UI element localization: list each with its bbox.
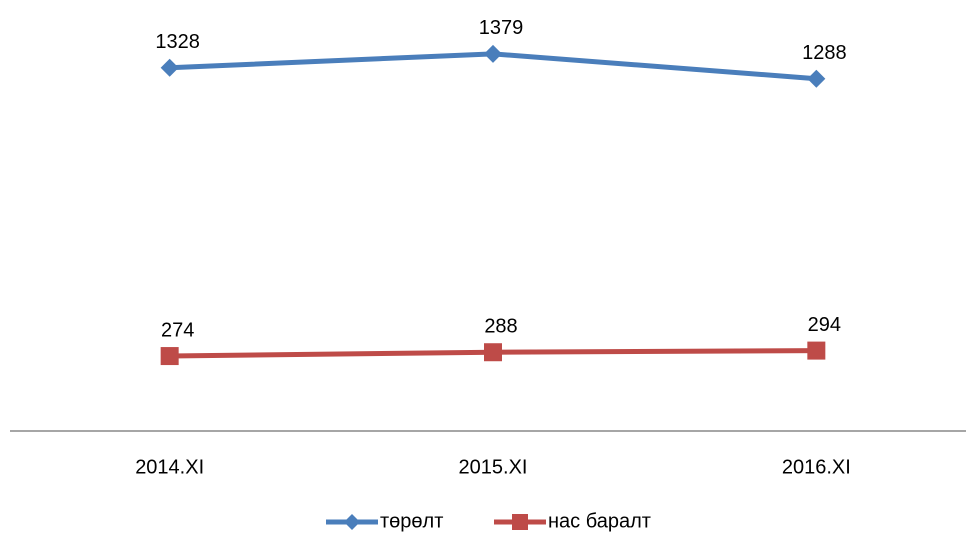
- x-tick-label: 2015.XI: [459, 456, 528, 478]
- data-label: 1328: [155, 31, 200, 53]
- marker: [160, 58, 179, 77]
- x-tick-label: 2014.XI: [135, 456, 204, 478]
- data-label: 274: [161, 319, 194, 341]
- marker: [512, 514, 528, 530]
- legend-label: нас баралт: [548, 510, 651, 532]
- data-label: 288: [484, 316, 517, 338]
- data-label: 1379: [479, 17, 524, 39]
- data-label: 1288: [802, 42, 847, 64]
- marker: [344, 514, 360, 530]
- marker: [807, 69, 826, 88]
- marker: [484, 44, 502, 63]
- marker: [160, 347, 179, 366]
- x-tick-label: 2016.XI: [782, 456, 851, 478]
- marker: [807, 341, 826, 360]
- data-label: 294: [808, 314, 841, 336]
- marker: [484, 343, 502, 362]
- legend-label: төрөлт: [380, 510, 443, 532]
